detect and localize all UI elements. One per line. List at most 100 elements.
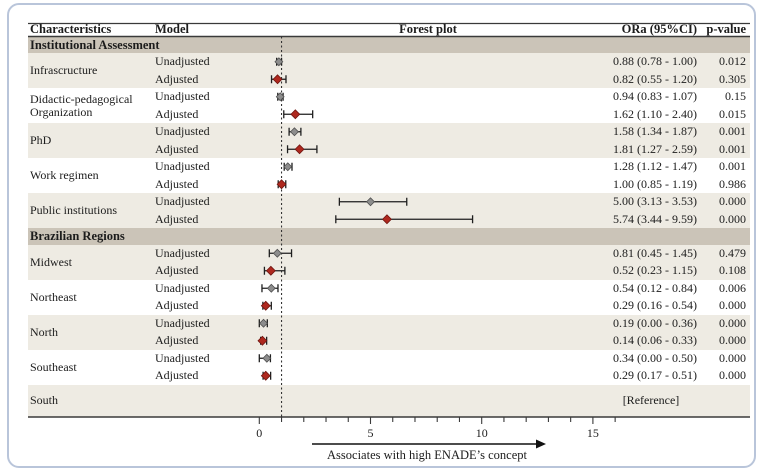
table-row: Adjusted 0.82 (0.55 - 1.20) 0.305 [28, 71, 750, 89]
or-ci-value: 0.14 (0.06 - 0.33) [613, 333, 697, 347]
table-header-row: Characteristics Model Forest plot ORa (9… [28, 23, 750, 37]
table-row: Unadjusted 0.19 (0.00 - 0.36) 0.000 [28, 315, 750, 333]
table-row: Adjusted 0.52 (0.23 - 1.15) 0.108 [28, 262, 750, 280]
model-label: Adjusted [155, 176, 199, 191]
p-value: 0.000 [719, 211, 746, 226]
model-label: Unadjusted [155, 245, 210, 260]
p-value: 0.000 [719, 368, 746, 382]
table-row: Adjusted 0.29 (0.17 - 0.51) 0.000 [28, 367, 750, 385]
axis-tick-label: 0 [256, 426, 262, 440]
section-title: Brazilian Regions [30, 229, 125, 243]
characteristic-label: South [30, 393, 59, 407]
or-ci-value: 5.74 (3.44 - 9.59) [613, 211, 697, 226]
section-header-row: Brazilian Regions [28, 228, 750, 245]
or-ci-value: 1.28 (1.12 - 1.47) [613, 159, 697, 173]
or-ci-value: 0.82 (0.55 - 1.20) [613, 71, 697, 86]
or-ci-value: 0.29 (0.17 - 0.51) [613, 368, 697, 382]
direction-arrow-head [536, 439, 546, 449]
table-row: Adjusted 1.00 (0.85 - 1.19) 0.986 [28, 176, 750, 194]
section-header-row: Institutional Assessment [28, 36, 750, 53]
table-row: Unadjusted 0.88 (0.78 - 1.00) 0.012 [28, 53, 750, 71]
model-label: Unadjusted [155, 315, 210, 330]
table-row: Adjusted 1.81 (1.27 - 2.59) 0.001 [28, 141, 750, 159]
p-value: 0.000 [719, 315, 746, 330]
or-ci-value: 0.29 (0.16 - 0.54) [613, 298, 697, 312]
p-value: 0.012 [719, 54, 746, 68]
p-value: 0.305 [719, 71, 746, 86]
characteristic-label: Public institutions [30, 203, 118, 217]
table-row-group: Southeast Unadjusted 0.34 (0.00 - 0.50) 0.0… [28, 350, 750, 385]
axis-tick-label: 15 [587, 426, 599, 440]
p-value: 0.001 [719, 159, 746, 173]
model-label: Unadjusted [155, 54, 210, 68]
model-label: Adjusted [155, 71, 199, 86]
or-ci-value: 0.19 (0.00 - 0.36) [613, 315, 697, 330]
model-label: Adjusted [155, 106, 199, 121]
p-value: 0.000 [719, 333, 746, 347]
column-header-forest-plot: Forest plot [399, 22, 457, 36]
characteristic-label: Midwest [30, 254, 72, 269]
table-row-group: Midwest Unadjusted 0.81 (0.45 - 1.45) 0.479… [28, 244, 750, 280]
section-title: Institutional Assessment [30, 37, 160, 52]
table-row: Unadjusted 0.94 (0.83 - 1.07) 0.15 [28, 88, 750, 106]
or-ci-value: 1.58 (1.34 - 1.87) [613, 124, 697, 138]
characteristic-label: PhD [30, 133, 52, 147]
model-label: Unadjusted [155, 89, 210, 103]
model-label: Unadjusted [155, 194, 210, 208]
characteristic-label: Northeast [30, 289, 77, 304]
model-label: Adjusted [155, 141, 199, 156]
table-row: Unadjusted 1.58 (1.34 - 1.87) 0.001 [28, 123, 750, 141]
p-value: 0.000 [719, 194, 746, 208]
model-label: Adjusted [155, 333, 199, 347]
column-header-p-value: p-value [706, 22, 746, 36]
model-label: Adjusted [155, 298, 199, 312]
column-header-or-ci: ORa (95%CI) [621, 22, 697, 36]
p-value: 0.15 [725, 89, 746, 103]
p-value: 0.000 [719, 298, 746, 312]
or-ci-value: 0.54 (0.12 - 0.84) [613, 280, 697, 295]
or-ci-value: 0.52 (0.23 - 1.15) [613, 263, 697, 277]
model-label: Unadjusted [155, 280, 210, 295]
reference-value: [Reference] [622, 393, 680, 407]
model-label: Unadjusted [155, 350, 210, 365]
characteristic-label: Didactic-pedagogical Organization [30, 91, 133, 119]
table-row-group: Infrascructure Unadjusted 0.88 (0.78 - 1.0… [28, 53, 750, 88]
table-row-group: Didactic-pedagogical Organization Unadjus… [28, 88, 750, 123]
table-row-group: PhD Unadjusted 1.58 (1.34 - 1.87) 0.001 Adju… [28, 123, 750, 158]
model-label: Adjusted [155, 368, 199, 382]
table-row: Unadjusted 0.34 (0.00 - 0.50) 0.000 [28, 350, 750, 368]
model-label: Adjusted [155, 211, 199, 226]
or-ci-value: 0.81 (0.45 - 1.45) [613, 245, 697, 260]
table-row: Unadjusted 1.28 (1.12 - 1.47) 0.001 [28, 158, 750, 176]
table-row-group: Public institutions Unadjusted 5.00 (3.13 … [28, 193, 750, 228]
table-row-group: Northeast Unadjusted 0.54 (0.12 - 0.84) 0.0… [28, 280, 750, 315]
or-ci-value: 1.81 (1.27 - 2.59) [613, 141, 697, 156]
model-label: Unadjusted [155, 124, 210, 138]
p-value: 0.001 [719, 141, 746, 156]
or-ci-value: 0.88 (0.78 - 1.00) [613, 54, 697, 68]
table-row: Unadjusted 5.00 (3.13 - 3.53) 0.000 [28, 193, 750, 211]
model-label: Adjusted [155, 263, 199, 277]
or-ci-value: 0.94 (0.83 - 1.07) [613, 89, 697, 103]
table-row: Unadjusted 0.81 (0.45 - 1.45) 0.479 [28, 245, 750, 263]
or-ci-value: 1.62 (1.10 - 2.40) [613, 106, 697, 121]
p-value: 0.001 [719, 124, 746, 138]
or-ci-value: 5.00 (3.13 - 3.53) [613, 194, 697, 208]
model-label: Unadjusted [155, 159, 210, 173]
axis-tick-label: 5 [368, 426, 374, 440]
table-row: Adjusted 5.74 (3.44 - 9.59) 0.000 [28, 211, 750, 229]
characteristic-label: Infrascructure [30, 63, 98, 77]
p-value: 0.479 [719, 245, 746, 260]
or-ci-value: 0.34 (0.00 - 0.50) [613, 350, 697, 365]
p-value: 0.108 [719, 263, 746, 277]
p-value: 0.986 [719, 176, 746, 191]
characteristic-label: North [30, 324, 58, 339]
p-value: 0.006 [719, 280, 746, 295]
table-row-group: North Unadjusted 0.19 (0.00 - 0.36) 0.000 Ad… [28, 314, 750, 350]
axis-tick-label: 10 [476, 426, 488, 440]
or-ci-value: 1.00 (0.85 - 1.19) [613, 176, 697, 191]
reference-row: South [Reference] [28, 384, 750, 417]
table-row: Adjusted 0.29 (0.16 - 0.54) 0.000 [28, 297, 750, 315]
characteristic-label: Work regimen [30, 168, 99, 182]
